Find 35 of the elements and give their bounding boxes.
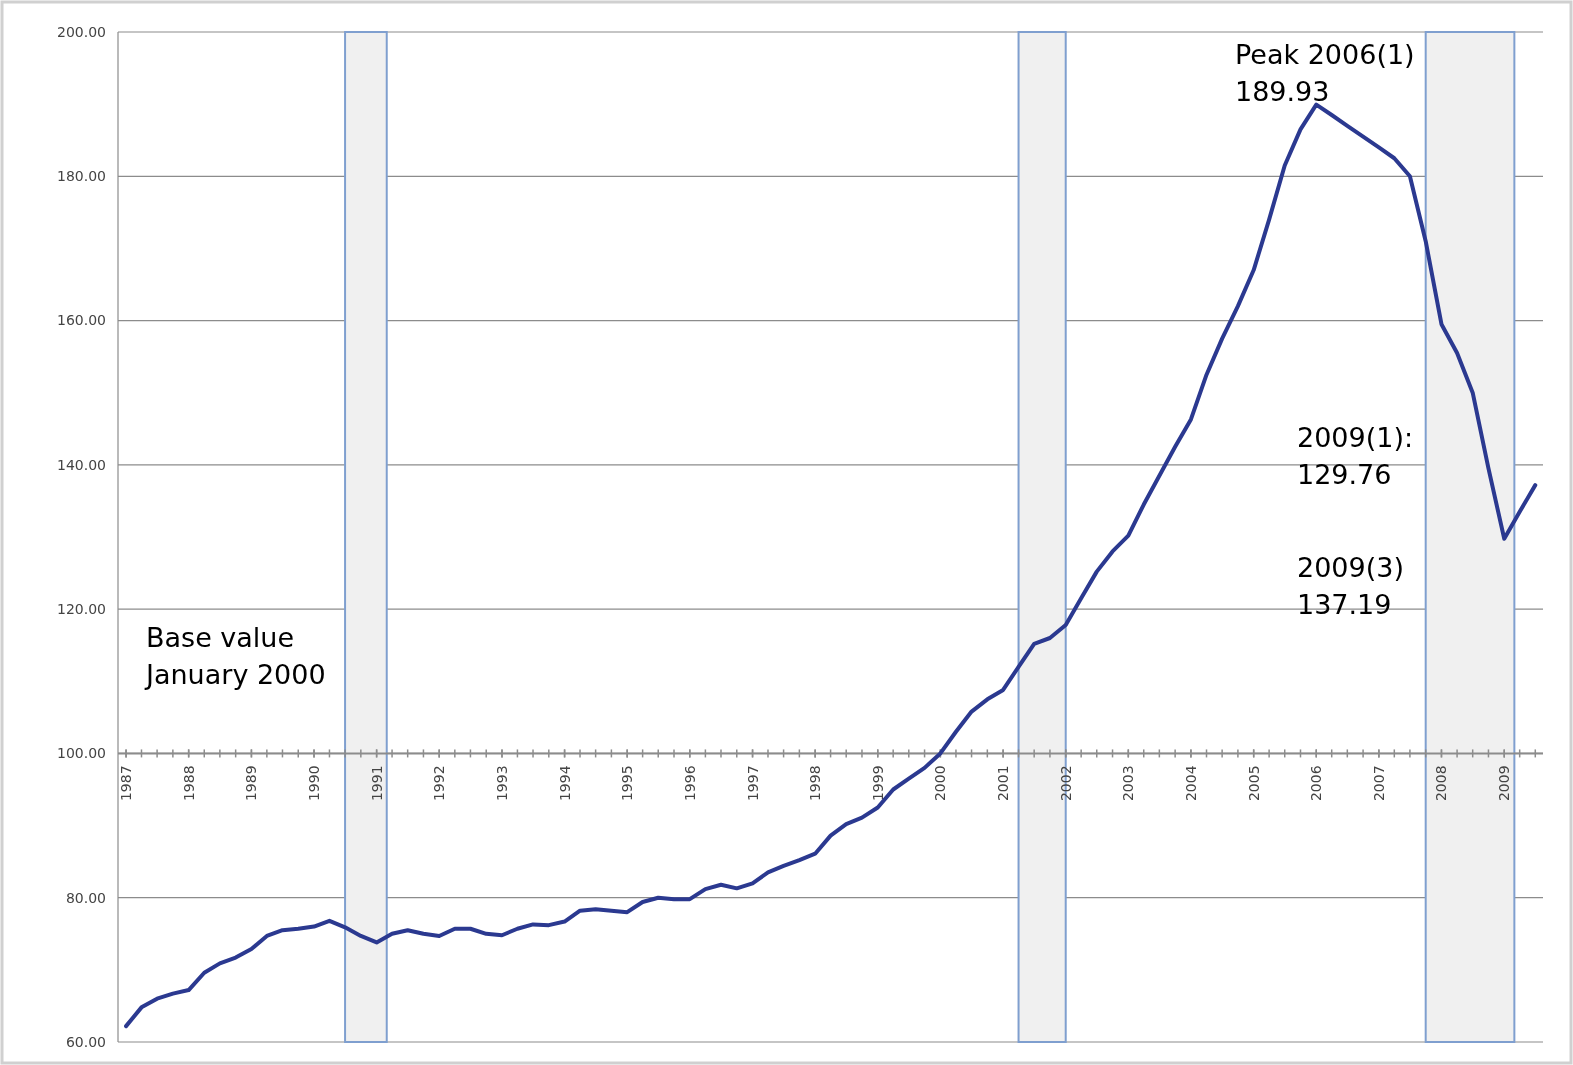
- x-tick-label: 1991: [368, 765, 385, 802]
- y-tick-label: 200.00: [57, 23, 106, 40]
- x-tick-label: 1996: [681, 765, 698, 802]
- annotation: Peak 2006(1) 189.93: [1235, 38, 1415, 107]
- y-tick-label: 120.00: [57, 601, 106, 618]
- x-tick-label: 1998: [807, 765, 824, 802]
- x-tick-label: 1987: [118, 765, 135, 802]
- x-tick-label: 1988: [180, 765, 197, 802]
- x-tick-label: 2001: [995, 765, 1012, 802]
- x-tick-label: 1992: [431, 765, 448, 802]
- x-tick-label: 2005: [1245, 765, 1262, 802]
- y-tick-label: 140.00: [57, 456, 106, 473]
- x-tick-label: 1990: [306, 765, 323, 802]
- x-tick-label: 2002: [1057, 765, 1074, 802]
- x-tick-label: 2006: [1308, 765, 1325, 802]
- x-tick-label: 2000: [932, 765, 949, 802]
- y-tick-label: 180.00: [57, 168, 106, 185]
- x-tick-label: 1993: [493, 765, 510, 802]
- annotation: 2009(1): 129.76: [1297, 421, 1414, 490]
- x-tick-label: 1994: [556, 765, 573, 802]
- y-tick-label: 60.00: [65, 1033, 106, 1050]
- x-tick-label: 1989: [243, 765, 260, 802]
- x-tick-label: 1999: [869, 765, 886, 802]
- annotation: Base value January 2000: [144, 621, 326, 690]
- annotation: 2009(3) 137.19: [1297, 551, 1404, 620]
- x-tick-label: 2004: [1182, 765, 1199, 802]
- y-tick-label: 80.00: [65, 889, 106, 906]
- y-tick-label: 100.00: [57, 745, 106, 762]
- x-tick-label: 1997: [744, 765, 761, 802]
- y-tick-label: 160.00: [57, 312, 106, 329]
- x-tick-label: 2009: [1496, 765, 1513, 802]
- x-tick-label: 2007: [1370, 765, 1387, 802]
- x-tick-label: 2003: [1120, 765, 1137, 802]
- x-tick-label: 1995: [619, 765, 636, 802]
- x-tick-label: 2008: [1433, 765, 1450, 802]
